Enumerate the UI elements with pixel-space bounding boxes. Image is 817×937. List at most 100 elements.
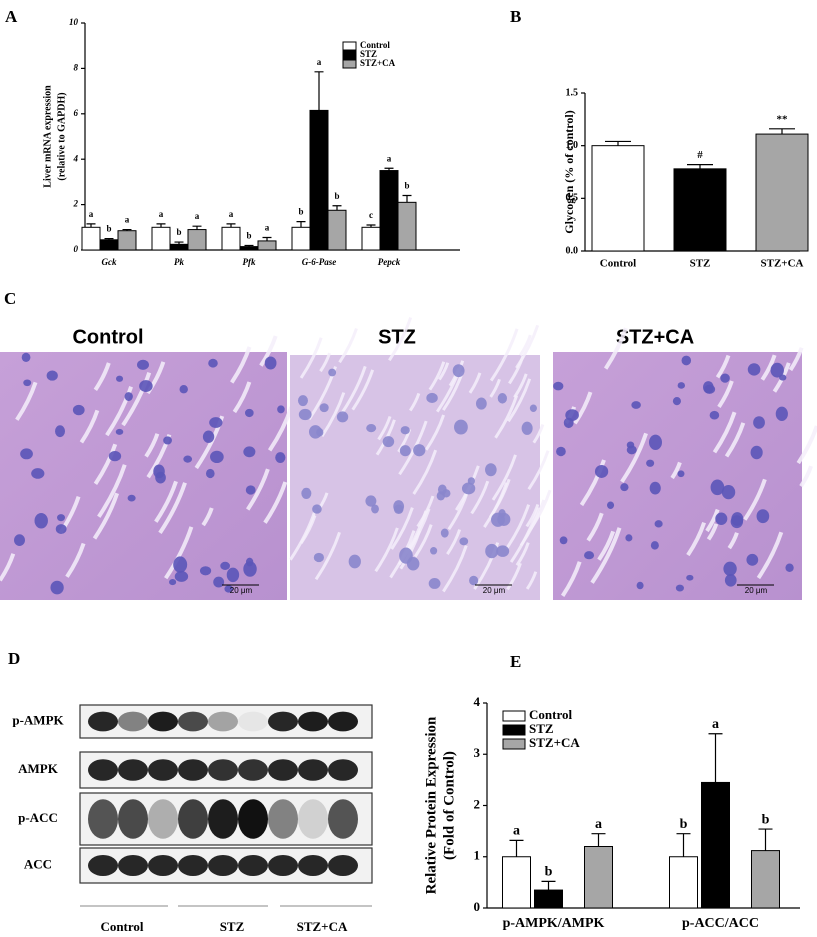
error-bar (708, 733, 723, 783)
y-axis-label: Relative Protein Expression (423, 716, 439, 894)
significance-label: a (159, 209, 164, 219)
x-tick-label: STZ+CA (761, 258, 804, 270)
tissue-streak (299, 337, 323, 379)
significance-label: b (545, 865, 553, 880)
tissue-streak (518, 334, 532, 357)
bar (151, 226, 171, 251)
nucleus (115, 428, 124, 435)
nucleus (169, 578, 177, 586)
tissue-streak (515, 324, 540, 369)
nucleus (461, 482, 476, 495)
tissue-streak (320, 392, 346, 437)
tissue-streak (428, 361, 446, 391)
tissue-streak (597, 530, 616, 561)
tissue (0, 352, 287, 600)
significance-label: c (369, 210, 373, 220)
nucleus (559, 536, 568, 545)
tissue-streak (446, 529, 462, 555)
nucleus (686, 574, 694, 581)
bar (751, 850, 780, 909)
blot-band (298, 711, 328, 732)
blot-band (88, 711, 118, 732)
tissue-streak (92, 492, 120, 540)
tissue-streak (79, 409, 100, 444)
panel-label: E (510, 652, 521, 671)
significance-label: # (697, 149, 703, 161)
tissue-streak (717, 380, 734, 409)
nucleus (779, 374, 787, 381)
x-tick-label: Control (600, 258, 636, 270)
y-axis-label: (Fold of Control) (441, 751, 457, 860)
legend-swatch (502, 738, 526, 750)
tissue-streak (201, 507, 214, 527)
tissue-streak (230, 346, 252, 384)
tissue-streak (0, 553, 16, 582)
x-tick-label: p-ACC/ACC (682, 916, 759, 931)
tissue-streak (527, 450, 550, 491)
nucleus (208, 358, 218, 368)
tissue-streak (603, 327, 628, 370)
bar (397, 201, 417, 251)
blot-band (178, 799, 208, 839)
blot-band (328, 711, 358, 732)
nucleus (382, 436, 395, 448)
bar (502, 856, 531, 909)
tissue-streak (154, 480, 178, 523)
blot-band (178, 759, 208, 781)
tissue-streak (706, 523, 719, 541)
y-tick-label: 2 (73, 199, 79, 209)
legend-swatch (342, 41, 357, 51)
bar (239, 246, 259, 251)
tissue-streak (491, 454, 517, 501)
nucleus (400, 426, 410, 435)
blot-band (178, 855, 208, 876)
group-label: Control (100, 919, 143, 934)
nucleus (312, 504, 322, 514)
bar (117, 230, 137, 251)
nucleus (264, 356, 277, 370)
tissue-streak (529, 489, 552, 531)
nucleus (199, 566, 212, 576)
nucleus (681, 355, 692, 366)
y-axis-label: (relative to GAPDH) (56, 92, 67, 180)
legend-label: STZ (360, 49, 377, 59)
image-title: STZ+CA (616, 326, 694, 348)
bar (673, 168, 727, 252)
nucleus (584, 551, 595, 560)
nucleus (498, 509, 506, 518)
group-label: STZ+CA (297, 919, 348, 934)
y-axis-label: Liver mRNA expression (42, 85, 53, 188)
bar (327, 209, 347, 251)
bar (584, 846, 613, 909)
legend-swatch (502, 724, 526, 736)
nucleus (459, 537, 469, 546)
nucleus (116, 375, 124, 382)
tissue-streak (438, 362, 450, 381)
tissue-streak (724, 422, 746, 458)
significance-label: a (317, 57, 322, 67)
blot-row-label: AMPK (18, 761, 59, 776)
legend-label: STZ (529, 721, 554, 736)
nucleus (399, 445, 411, 457)
significance-label: b (298, 207, 303, 217)
tissue-streak (799, 465, 813, 488)
y-tick-label: 4 (73, 153, 79, 163)
error-bar (192, 225, 202, 230)
tissue-streak (263, 481, 288, 524)
significance-label: a (595, 817, 602, 832)
error-bar (86, 223, 96, 228)
tissue-streak (468, 372, 482, 394)
nucleus (371, 504, 379, 514)
nucleus (224, 585, 234, 593)
tissue-streak (121, 372, 152, 427)
y-tick-label: 1 (474, 848, 481, 863)
nucleus (454, 419, 468, 435)
nucleus (57, 514, 65, 522)
error-bar (605, 140, 631, 146)
y-tick-label: 6 (74, 108, 79, 118)
legend-swatch (342, 50, 357, 60)
nucleus (21, 352, 31, 362)
error-bar (122, 228, 132, 231)
significance-label: a (229, 209, 234, 219)
